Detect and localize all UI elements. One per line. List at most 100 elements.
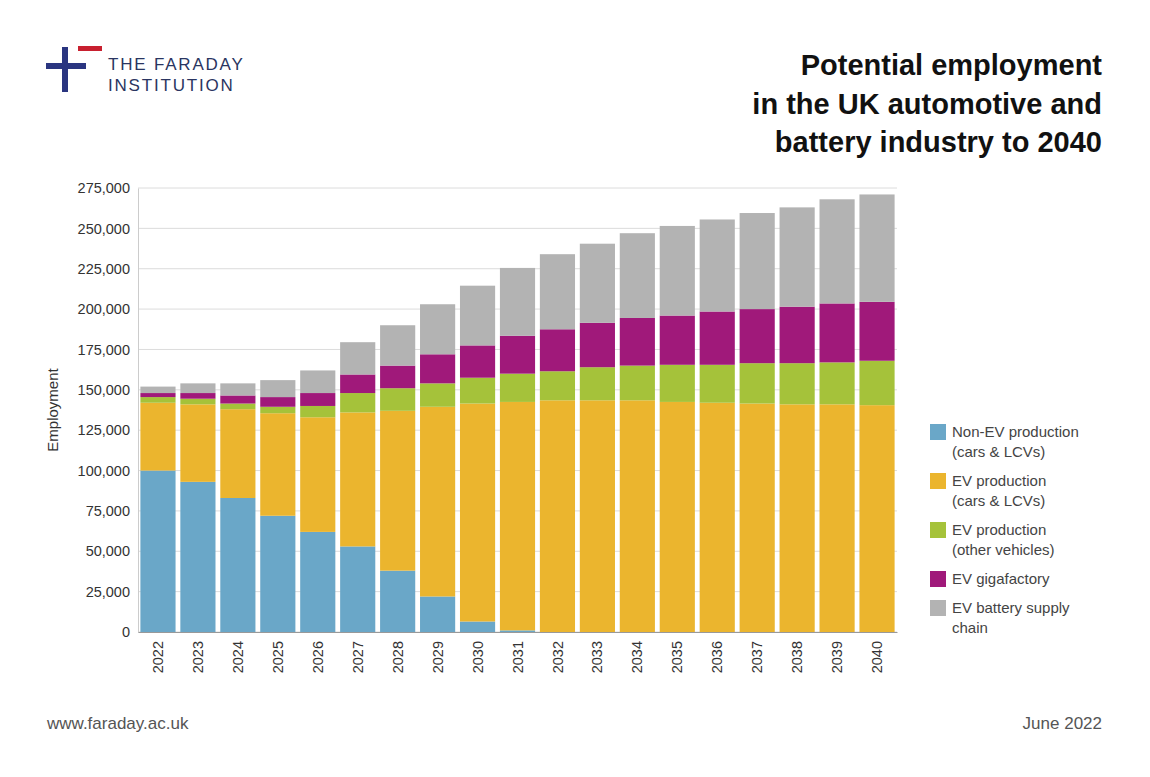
bar [859,361,894,405]
bar [780,404,815,632]
axis-title: Employment [44,367,61,451]
legend-swatch [930,424,946,440]
bar [340,393,375,412]
bar [380,325,415,365]
tick-label: 0 [122,624,130,640]
tick-label: 2036 [709,641,725,673]
tick-label: 25,000 [86,584,130,600]
legend-label: EV battery supplychain [952,599,1070,636]
bar [460,378,495,404]
bar [420,596,455,632]
bar [300,406,335,417]
bar [460,345,495,377]
bar [180,404,215,481]
logo-bar [62,47,68,92]
tick: 0 [122,624,138,640]
bar [420,354,455,383]
bar [260,397,295,407]
bar [540,254,575,329]
tick-label: 150,000 [78,382,130,398]
bar [820,199,855,303]
legend-line: EV production [952,472,1046,489]
tick-label: 2038 [789,641,805,673]
tick-label: 2027 [350,641,366,673]
bar [780,307,815,364]
bar [780,363,815,404]
series [140,400,894,632]
tick-label: 2031 [510,641,526,673]
bar [140,471,175,632]
tick: 2022 [150,632,166,673]
tick: 2030 [470,632,486,673]
tick: 2040 [869,632,885,673]
bar [580,323,615,367]
bar [460,286,495,346]
tick: 200,000 [78,301,138,317]
legend-item: EV gigafactory [930,570,1050,587]
bar [340,412,375,546]
bar [820,303,855,362]
legend-swatch [930,571,946,587]
tick: 250,000 [78,221,138,237]
axis-line [138,189,139,633]
tick: 2033 [589,632,605,673]
tick-label: 2030 [470,641,486,673]
bar [460,404,495,622]
bar [220,498,255,632]
tick-label: 250,000 [78,221,130,237]
tick: 125,000 [78,422,138,438]
bar [300,532,335,632]
bar [859,194,894,301]
bar [660,365,695,402]
tick-label: 100,000 [78,463,130,479]
legend-line: Non-EV production [952,423,1079,440]
bar [340,342,375,374]
tick: 2024 [230,632,246,673]
bar [620,318,655,366]
tick-label: 2032 [550,641,566,673]
bar [300,417,335,532]
y-axis: 025,00050,00075,000100,000125,000150,000… [78,180,139,640]
bars [140,194,894,632]
bar [500,374,535,402]
bar [540,329,575,371]
tick-label: 2039 [829,641,845,673]
bar [380,366,415,389]
legend-swatch [930,473,946,489]
title-line: in the UK automotive and [752,88,1102,120]
bar [660,316,695,365]
tick: 2026 [310,632,326,673]
bar [300,370,335,393]
legend-label: EV production(other vehicles) [952,521,1055,558]
tick: 225,000 [78,261,138,277]
tick-label: 2033 [589,641,605,673]
bar [660,402,695,632]
bar [140,403,175,471]
bar [220,404,255,410]
legend-line: (other vehicles) [952,541,1055,558]
tick-label: 2034 [629,641,645,673]
tick: 175,000 [78,342,138,358]
tick-label: 75,000 [86,503,130,519]
legend-swatch [930,522,946,538]
tick: 275,000 [78,180,138,196]
grid-line [138,188,897,189]
bar [859,302,894,361]
tick: 150,000 [78,382,138,398]
annotation: INSTITUTION [108,76,235,95]
bar [620,366,655,401]
bar [220,383,255,395]
bar [859,405,894,632]
bar [380,411,415,571]
annotation: THE FARADAY [108,55,245,74]
bar [740,309,775,363]
tick-label: 2022 [150,641,166,673]
x-axis: 2022202320242025202620272028202920302031… [139,632,898,673]
tick: 2028 [390,632,406,673]
bar [780,207,815,306]
bar [620,400,655,632]
bar [340,546,375,632]
tick: 25,000 [86,584,138,600]
bar [740,404,775,632]
bar [700,219,735,311]
